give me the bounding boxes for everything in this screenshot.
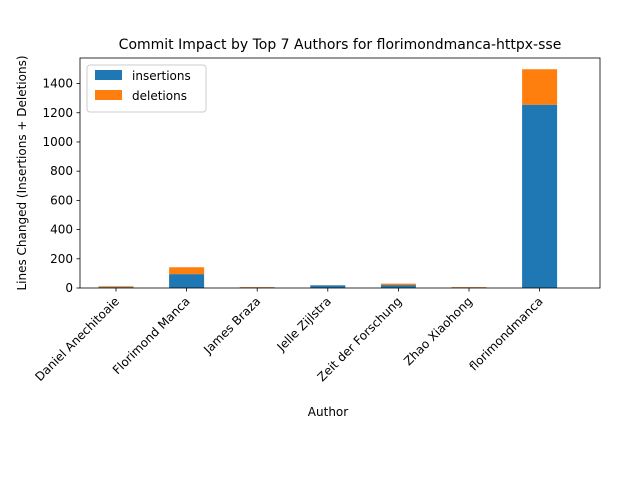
bar-deletions-1 <box>169 267 205 275</box>
y-tick-label-6: 1200 <box>42 106 73 120</box>
x-tick-label-6: florimondmanca <box>467 294 546 373</box>
plot-frame <box>79 57 601 289</box>
y-tick-label-0: 0 <box>65 281 73 295</box>
x-axis-label: Author <box>308 405 348 419</box>
y-tick-label-1: 200 <box>50 252 73 266</box>
bar-insertions-1 <box>169 274 205 288</box>
bar-deletions-0 <box>98 286 134 288</box>
x-tick-label-2: James Braza <box>200 294 263 357</box>
y-tick-label-4: 800 <box>50 164 73 178</box>
x-tick-label-5: Zhao Xiaohong <box>401 294 475 368</box>
y-axis-label: Lines Changed (Insertions + Deletions) <box>15 55 29 290</box>
bar-insertions-4 <box>380 285 416 288</box>
legend: insertions deletions <box>86 64 207 113</box>
x-tick-label-1: Florimond Manca <box>110 294 193 377</box>
bar-insertions-6 <box>522 104 558 288</box>
y-axis-ticks: 0 200 400 600 800 1000 1200 1400 <box>42 77 80 295</box>
bars-group <box>98 69 558 288</box>
legend-swatch-deletions <box>95 90 122 100</box>
y-tick-label-7: 1400 <box>42 77 73 91</box>
y-tick-label-2: 400 <box>50 223 73 237</box>
legend-label-insertions: insertions <box>132 69 191 83</box>
bar-insertions-3 <box>310 285 346 288</box>
y-tick-label-5: 1000 <box>42 135 73 149</box>
bar-deletions-4 <box>380 283 416 286</box>
y-tick-label-3: 600 <box>50 193 73 207</box>
bar-deletions-6 <box>522 69 558 105</box>
x-tick-label-0: Daniel Anechitoaie <box>32 294 122 384</box>
bar-insertions-0 <box>98 287 134 288</box>
x-tick-label-3: Jelle Zijlstra <box>274 294 334 354</box>
legend-label-deletions: deletions <box>132 89 187 103</box>
legend-swatch-insertions <box>95 70 122 80</box>
chart-title: Commit Impact by Top 7 Authors for flori… <box>119 37 562 53</box>
